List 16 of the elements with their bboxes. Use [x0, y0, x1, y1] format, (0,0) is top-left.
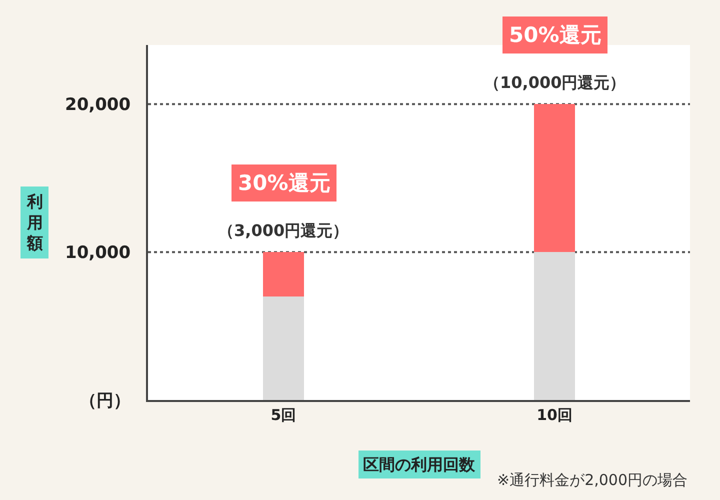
y-tick-label: （円）	[80, 390, 131, 411]
annotation: （10,000円還元）	[484, 73, 626, 92]
x-tick-label: 10回	[536, 406, 572, 424]
annotation: 30%還元	[238, 171, 330, 195]
y-axis-title: 利用額	[26, 192, 43, 253]
y-tick-label: 10,000	[64, 243, 131, 264]
x-tick-label: 5回	[270, 406, 296, 424]
x-axis-title: 区間の利用回数	[363, 455, 476, 474]
text: ※通行料金が2,000円の場合	[497, 471, 688, 489]
bar	[534, 104, 575, 252]
y-tick-label: 20,000	[64, 95, 131, 116]
annotation: （3,000円還元）	[218, 221, 349, 240]
annotation: 50%還元	[509, 23, 602, 47]
bar	[534, 252, 575, 400]
bar	[263, 296, 304, 400]
bar	[263, 252, 304, 296]
